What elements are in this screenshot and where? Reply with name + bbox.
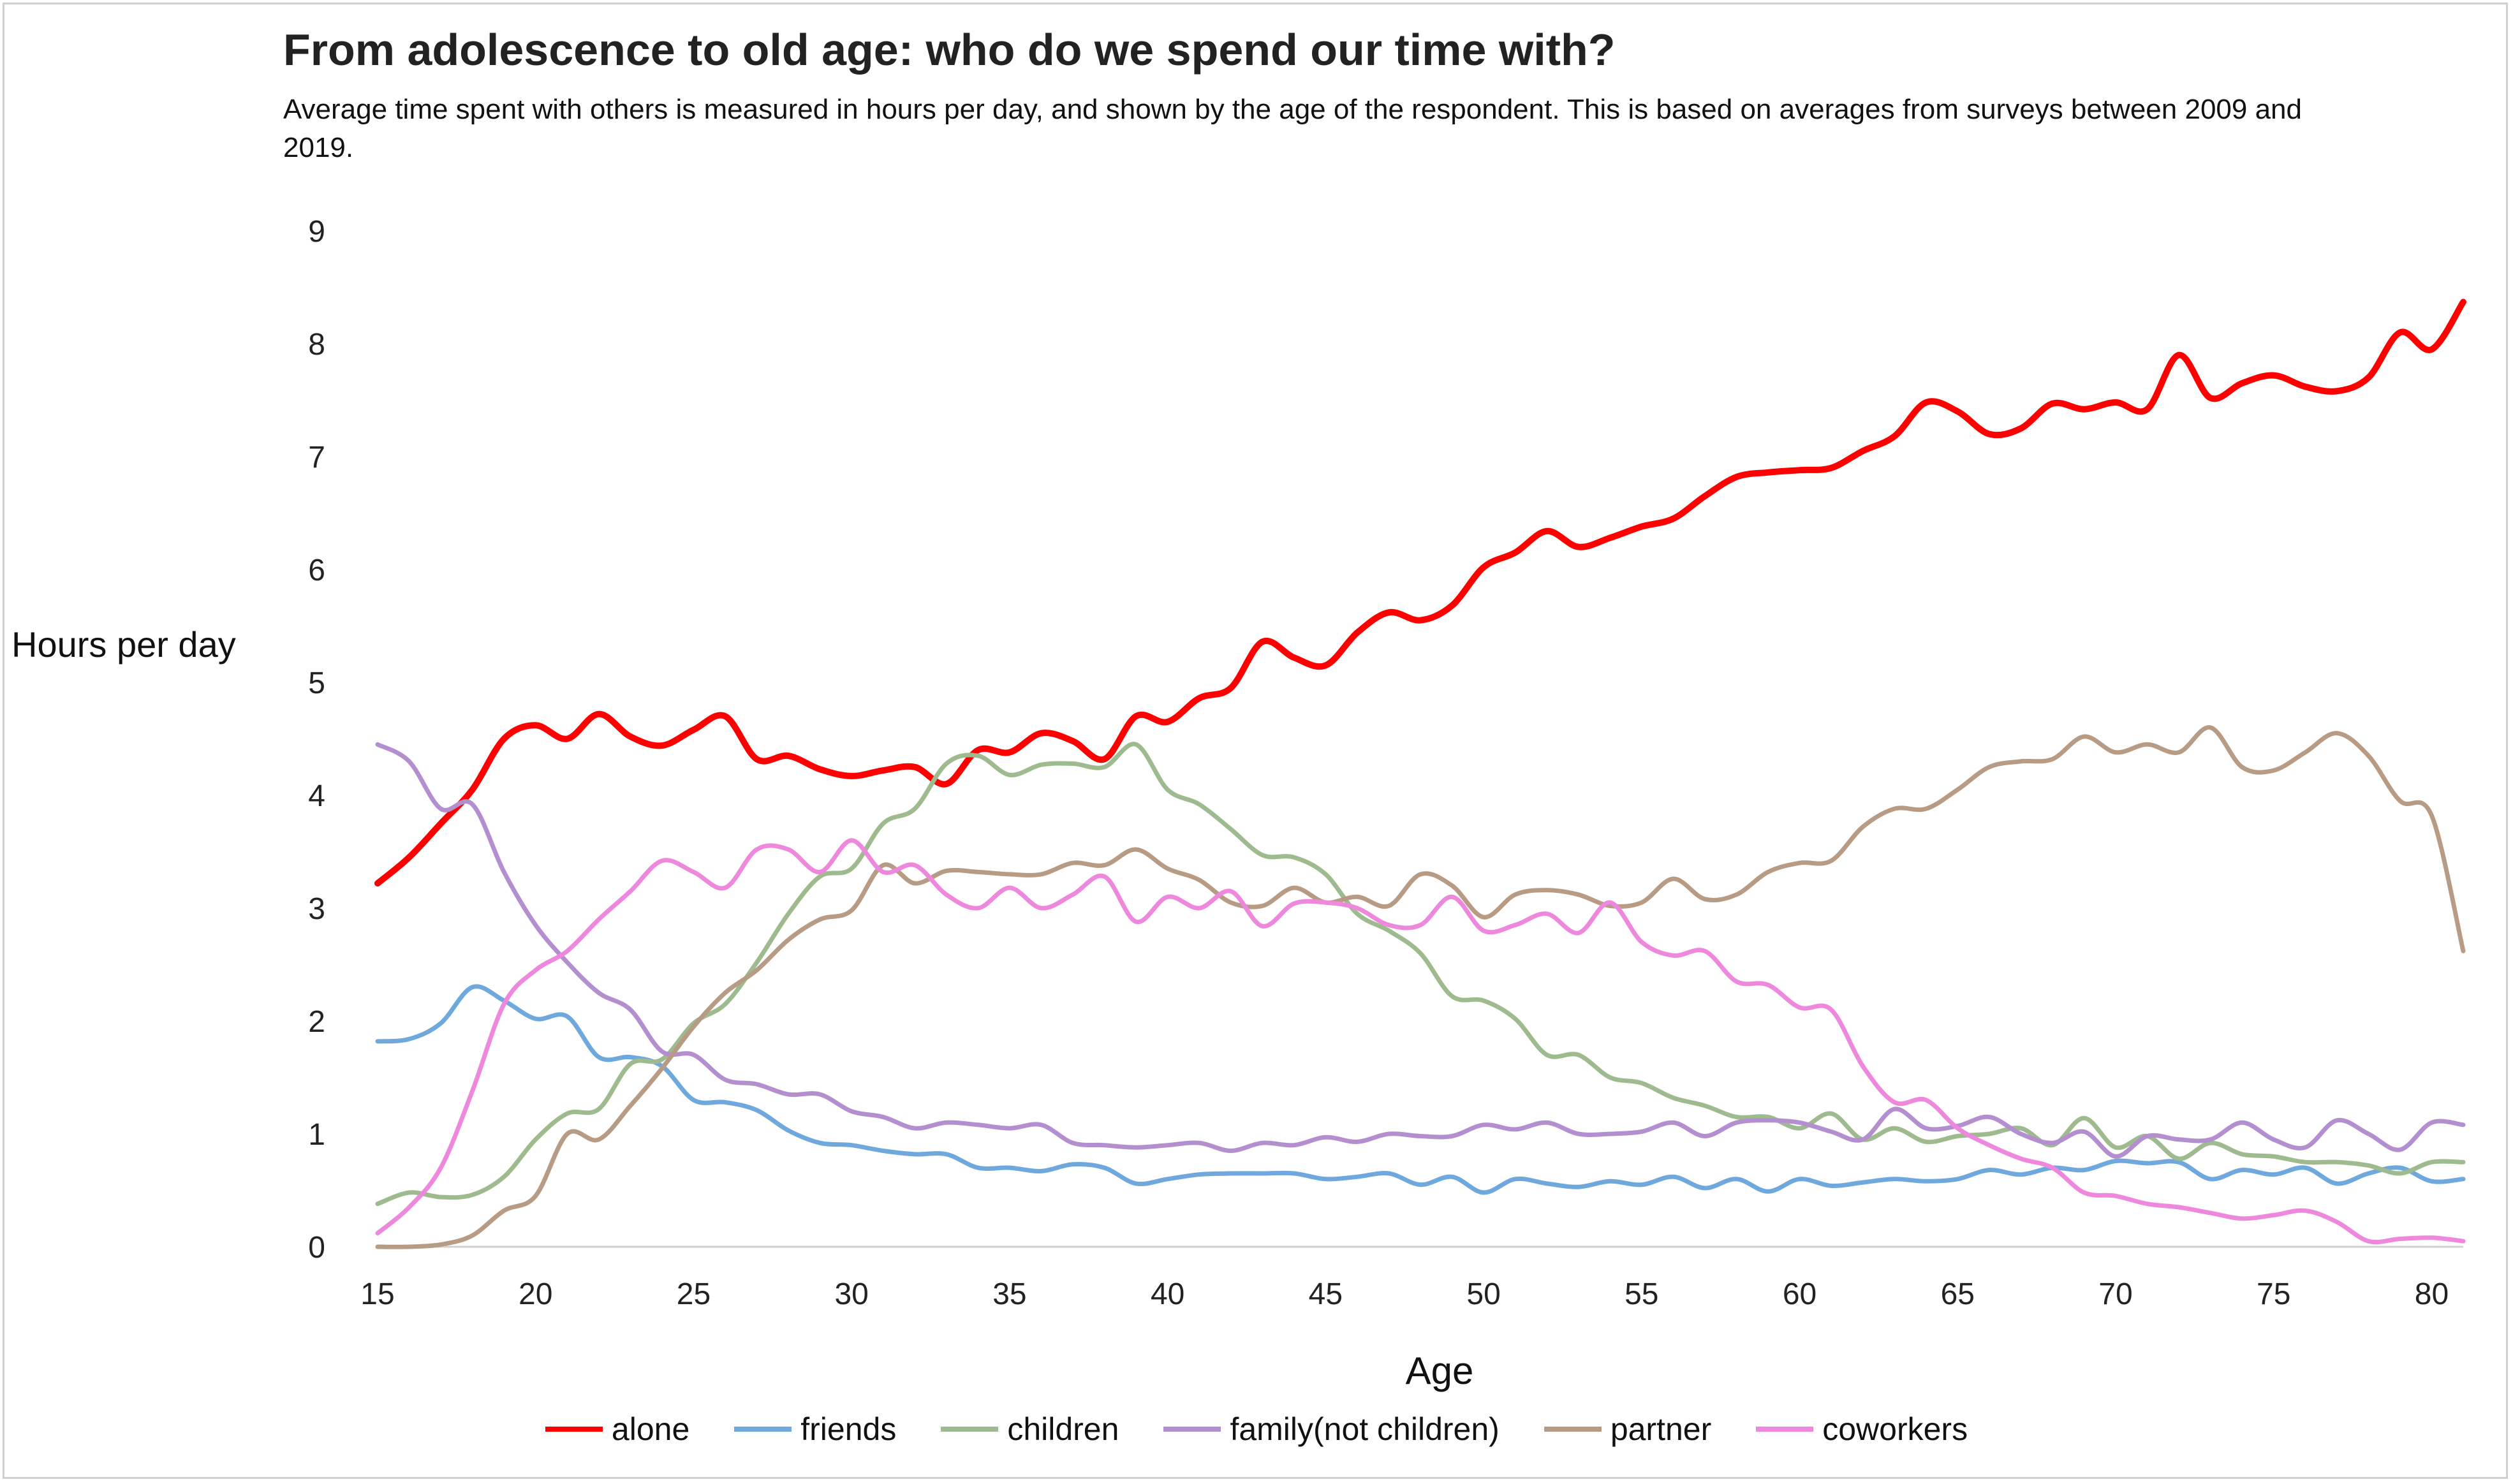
y-tick-label: 3 bbox=[308, 892, 325, 926]
x-tick-label: 65 bbox=[1941, 1277, 1975, 1311]
x-tick-label: 80 bbox=[2415, 1277, 2449, 1311]
series-line-children bbox=[375, 742, 2466, 1207]
y-tick-label: 4 bbox=[308, 779, 325, 813]
legend-label: friends bbox=[800, 1411, 897, 1447]
x-tick-label: 30 bbox=[834, 1277, 868, 1311]
x-axis-label: Age bbox=[1406, 1349, 1474, 1392]
y-tick-label: 8 bbox=[308, 328, 325, 362]
chart-subtitle: Average time spent with others is measur… bbox=[283, 94, 2302, 163]
x-tick-label: 15 bbox=[360, 1277, 394, 1311]
legend-item: children bbox=[941, 1411, 1119, 1448]
series-line-friends bbox=[375, 984, 2466, 1195]
legend-item: alone bbox=[545, 1411, 689, 1448]
series-line-coworkers bbox=[375, 838, 2466, 1245]
series-line-family-not-children bbox=[375, 742, 2466, 1159]
x-tick-label: 55 bbox=[1625, 1277, 1658, 1311]
y-tick-label: 9 bbox=[308, 215, 325, 249]
legend-label: children bbox=[1007, 1411, 1119, 1447]
legend-item: coworkers bbox=[1756, 1411, 1968, 1448]
series-line-alone bbox=[374, 298, 2466, 887]
y-tick-label: 0 bbox=[308, 1231, 325, 1265]
legend-item: partner bbox=[1544, 1411, 1711, 1448]
legend-swatch bbox=[1163, 1427, 1221, 1432]
y-tick-label: 7 bbox=[308, 441, 325, 474]
legend-swatch bbox=[1544, 1427, 1602, 1432]
x-tick-label: 60 bbox=[1783, 1277, 1817, 1311]
legend-swatch bbox=[1756, 1427, 1814, 1432]
x-tick-label: 25 bbox=[677, 1277, 711, 1311]
x-tick-label: 70 bbox=[2098, 1277, 2132, 1311]
x-tick-label: 35 bbox=[992, 1277, 1026, 1311]
legend-item: friends bbox=[734, 1411, 896, 1448]
legend-swatch bbox=[734, 1427, 792, 1432]
y-axis-label: Hours per day bbox=[11, 624, 236, 665]
x-tick-label: 50 bbox=[1466, 1277, 1500, 1311]
chart-title: From adolescence to old age: who do we s… bbox=[283, 25, 1616, 75]
x-tick-labels: 15 20 25 30 35 40 45 50 55 60 65 70 75 80 bbox=[360, 1277, 2449, 1311]
legend: alone friends children family(not children)… bbox=[0, 1411, 2513, 1448]
y-tick-label: 1 bbox=[308, 1118, 325, 1152]
y-tick-labels: 0 1 2 3 4 5 6 7 8 9 bbox=[308, 215, 325, 1265]
series-lines bbox=[374, 298, 2466, 1249]
legend-swatch bbox=[941, 1427, 999, 1432]
x-tick-label: 20 bbox=[519, 1277, 552, 1311]
y-tick-label: 5 bbox=[308, 666, 325, 700]
legend-label: partner bbox=[1610, 1411, 1712, 1447]
x-tick-label: 40 bbox=[1151, 1277, 1184, 1311]
legend-label: alone bbox=[611, 1411, 690, 1447]
y-tick-label: 2 bbox=[308, 1005, 325, 1039]
x-tick-label: 45 bbox=[1309, 1277, 1343, 1311]
x-tick-label: 75 bbox=[2257, 1277, 2290, 1311]
legend-label: coworkers bbox=[1822, 1411, 1968, 1447]
y-tick-label: 6 bbox=[308, 554, 325, 587]
series-line-partner bbox=[375, 725, 2466, 1249]
chart-frame bbox=[3, 3, 2508, 1479]
legend-swatch bbox=[545, 1427, 603, 1432]
legend-item: family(not children) bbox=[1163, 1411, 1500, 1448]
legend-label: family(not children) bbox=[1230, 1411, 1500, 1447]
